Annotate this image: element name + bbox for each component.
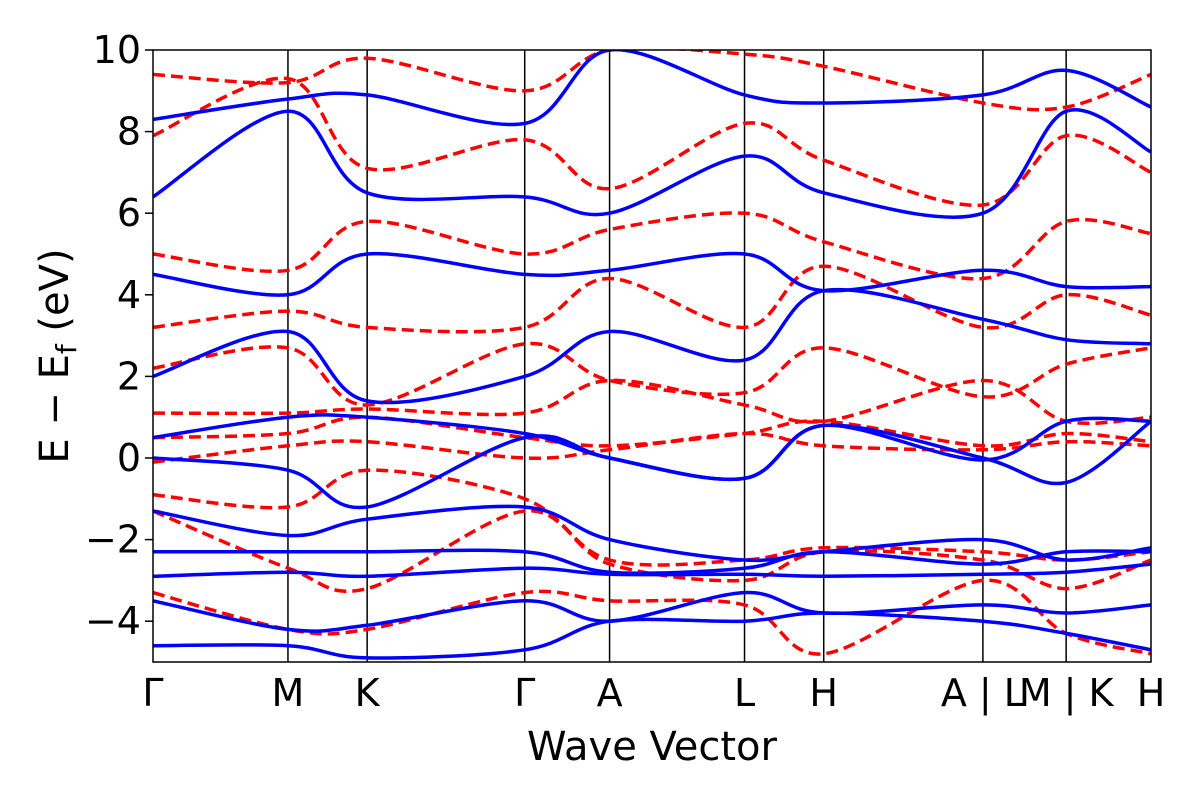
red-band-9 — [153, 211, 1151, 281]
y-tick-label: 8 — [117, 110, 141, 154]
bands-group — [153, 50, 1151, 660]
blue-band-4 — [153, 548, 1151, 575]
x-tick-label: M | K — [1019, 671, 1115, 716]
blue-band-7 — [153, 413, 1151, 482]
x-tick-label: H — [1137, 671, 1166, 715]
x-tick-label: Γ — [142, 671, 163, 715]
blue-band-11 — [153, 50, 1151, 127]
y-tick-label: 4 — [117, 273, 141, 317]
blue-band-5 — [153, 504, 1151, 563]
blue-band-9 — [153, 251, 1151, 297]
blue-band-10 — [153, 107, 1151, 219]
y-tick-label: 6 — [117, 191, 141, 235]
y-tick-label: 0 — [117, 436, 141, 480]
red-band-8 — [153, 264, 1151, 334]
y-axis-label-sub: f — [50, 343, 83, 354]
x-axis-label: Wave Vector — [527, 724, 778, 770]
x-tick-label: L — [734, 671, 755, 715]
high-symmetry-lines — [287, 50, 1067, 662]
y-tick-label: −2 — [85, 518, 141, 562]
red-band-5 — [153, 415, 1151, 448]
x-tick-label: A — [597, 671, 623, 715]
y-axis-ticks: −4 −2 0 2 4 6 8 10 — [85, 28, 153, 643]
y-tick-label: 10 — [93, 28, 141, 72]
blue-band-8 — [153, 287, 1151, 405]
plot-frame — [152, 49, 1152, 663]
x-tick-label: A | L — [941, 671, 1025, 716]
red-band-6 — [153, 378, 1151, 426]
blue-band-1 — [153, 611, 1151, 660]
y-axis-label-main: E − E — [32, 354, 78, 464]
x-tick-label: H — [809, 671, 838, 715]
y-tick-label: −4 — [85, 599, 141, 643]
x-tick-label: M — [272, 671, 305, 715]
red-band-7 — [153, 341, 1151, 407]
red-band-1 — [153, 578, 1151, 656]
y-axis-label-unit: (eV) — [32, 248, 78, 344]
x-tick-label: K — [355, 671, 381, 715]
y-axis-label: E − Ef (eV) — [32, 248, 83, 463]
blue-band-2 — [153, 590, 1151, 633]
y-tick-label: 2 — [117, 354, 141, 398]
red-band-11 — [153, 50, 1151, 112]
x-axis-ticks: Γ M K Γ A L H A | LM | K H — [142, 671, 1165, 716]
red-band-4 — [153, 431, 1151, 464]
x-tick-label: Γ — [514, 671, 535, 715]
blue-band-6 — [153, 419, 1151, 510]
